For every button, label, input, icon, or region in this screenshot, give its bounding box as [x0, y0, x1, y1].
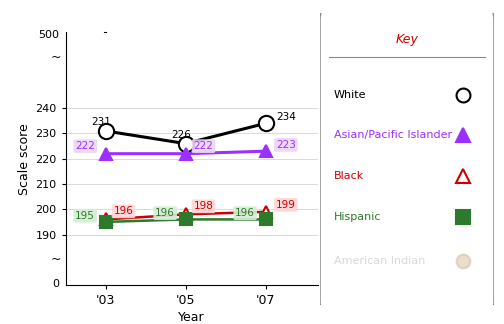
Text: 0: 0 — [52, 279, 59, 289]
Text: 198: 198 — [194, 201, 213, 211]
Text: Hispanic: Hispanic — [334, 212, 382, 222]
Text: 223: 223 — [276, 140, 296, 150]
X-axis label: Year: Year — [178, 311, 205, 324]
FancyBboxPatch shape — [320, 10, 494, 310]
Text: 196: 196 — [235, 208, 255, 218]
Text: Black: Black — [334, 171, 364, 181]
Text: 226: 226 — [171, 130, 192, 140]
Text: White: White — [334, 90, 366, 99]
Text: 222: 222 — [194, 141, 213, 151]
Text: Key: Key — [396, 33, 418, 46]
Text: 195: 195 — [75, 211, 95, 221]
Text: American Indian: American Indian — [334, 256, 425, 266]
Y-axis label: Scale score: Scale score — [18, 123, 31, 195]
Text: 234: 234 — [276, 112, 296, 122]
Text: 196: 196 — [155, 208, 175, 218]
Text: 500: 500 — [38, 30, 59, 40]
Text: ~: ~ — [51, 253, 61, 266]
Text: 196: 196 — [113, 206, 134, 216]
Text: 199: 199 — [276, 200, 296, 210]
Text: Asian/Pacific Islander: Asian/Pacific Islander — [334, 131, 452, 140]
Text: 222: 222 — [75, 141, 95, 151]
Text: ~: ~ — [51, 51, 61, 64]
Text: 231: 231 — [92, 117, 111, 127]
